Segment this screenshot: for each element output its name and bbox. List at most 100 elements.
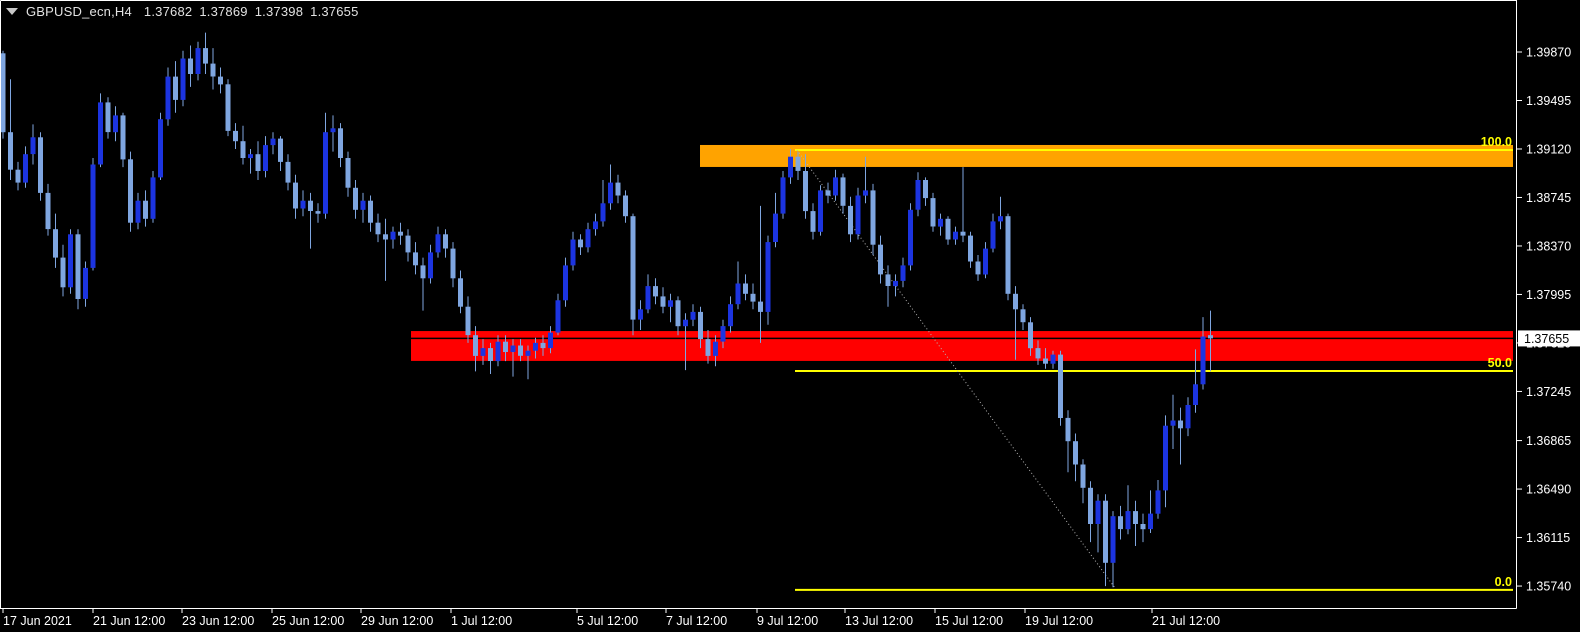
bear-candle bbox=[8, 132, 13, 170]
bull-candle bbox=[765, 242, 771, 312]
bear-candle bbox=[465, 306, 471, 336]
bull-candle bbox=[1148, 513, 1153, 530]
bear-candle bbox=[173, 76, 178, 100]
bull-candle bbox=[728, 304, 733, 327]
bear-candle bbox=[1005, 216, 1011, 294]
bull-candle bbox=[390, 231, 396, 240]
bear-candle bbox=[225, 84, 231, 131]
bear-candle bbox=[38, 137, 43, 193]
bear-candle bbox=[930, 198, 936, 227]
bear-candle bbox=[233, 130, 238, 142]
bear-candle bbox=[1020, 309, 1026, 323]
bull-candle bbox=[1185, 405, 1191, 429]
current-price-tag bbox=[1518, 330, 1580, 347]
bear-candle bbox=[578, 239, 583, 248]
bull-candle bbox=[330, 128, 336, 133]
bull-candle bbox=[908, 209, 913, 266]
bull-candle bbox=[900, 265, 906, 281]
resistance-zone[interactable] bbox=[411, 331, 1513, 361]
bear-candle bbox=[450, 248, 456, 279]
bull-candle bbox=[135, 200, 141, 223]
fib-trendline[interactable] bbox=[796, 149, 1116, 589]
bull-candle bbox=[68, 234, 73, 288]
bear-candle bbox=[653, 286, 658, 297]
time-tick-label: 19 Jul 12:00 bbox=[1025, 614, 1093, 628]
bull-candle bbox=[90, 164, 96, 268]
bear-candle bbox=[1028, 322, 1033, 349]
bear-candle bbox=[975, 261, 981, 275]
bear-candle bbox=[630, 216, 636, 320]
price-tick-label: 1.39495 bbox=[1526, 94, 1571, 108]
bear-candle bbox=[878, 244, 883, 275]
bear-candle bbox=[420, 265, 426, 279]
bear-candle bbox=[503, 341, 508, 352]
bull-candle bbox=[270, 138, 276, 146]
bear-candle bbox=[1058, 354, 1063, 418]
time-tick-label: 1 Jul 12:00 bbox=[451, 614, 512, 628]
bull-candle bbox=[735, 283, 741, 305]
bull-candle bbox=[668, 300, 673, 307]
time-tick-label: 7 Jul 12:00 bbox=[666, 614, 727, 628]
bull-candle bbox=[98, 102, 103, 165]
bear-candle bbox=[315, 211, 321, 214]
supply-zone[interactable] bbox=[700, 144, 1513, 167]
time-tick-label: 21 Jun 12:00 bbox=[93, 614, 165, 628]
bear-candle bbox=[368, 200, 373, 223]
ohlc-low: 1.37398 bbox=[254, 4, 304, 19]
bear-candle bbox=[338, 128, 343, 158]
bull-candle bbox=[1110, 516, 1116, 563]
bear-candle bbox=[128, 159, 133, 223]
price-tick-label: 1.37245 bbox=[1526, 385, 1571, 399]
bull-candle bbox=[548, 332, 553, 349]
bull-candle bbox=[248, 154, 253, 159]
bear-candle bbox=[218, 76, 223, 85]
bear-candle bbox=[675, 300, 681, 327]
bear-candle bbox=[750, 293, 756, 302]
price-tick-label: 1.36865 bbox=[1526, 434, 1571, 448]
bear-candle bbox=[75, 234, 81, 299]
symbol-dropdown-icon[interactable] bbox=[6, 8, 18, 15]
bull-candle bbox=[195, 48, 201, 74]
bear-candle bbox=[203, 48, 208, 64]
time-tick-label: 17 Jun 2021 bbox=[3, 614, 72, 628]
price-tick-label: 1.37995 bbox=[1526, 288, 1571, 302]
bear-candle bbox=[0, 53, 6, 133]
fib-label-0.0: 0.0 bbox=[1495, 575, 1512, 589]
time-tick-label: 15 Jul 12:00 bbox=[935, 614, 1003, 628]
bear-candle bbox=[923, 180, 928, 199]
bull-candle bbox=[563, 265, 568, 301]
ohlc-close: 1.37655 bbox=[310, 4, 359, 19]
bull-candle bbox=[435, 234, 441, 253]
bull-candle bbox=[1095, 500, 1101, 524]
bull-candle bbox=[1125, 511, 1131, 530]
bull-candle bbox=[953, 231, 958, 240]
bear-candle bbox=[698, 311, 703, 340]
bear-candle bbox=[848, 205, 853, 235]
bear-candle bbox=[660, 296, 666, 307]
time-tick-label: 21 Jul 12:00 bbox=[1152, 614, 1220, 628]
ohlc-high: 1.37869 bbox=[199, 4, 248, 19]
bull-candle bbox=[683, 319, 688, 327]
bear-candle bbox=[383, 234, 388, 240]
bull-candle bbox=[263, 145, 268, 171]
bear-candle bbox=[443, 234, 448, 249]
bull-candle bbox=[428, 252, 433, 279]
bull-candle bbox=[773, 213, 778, 242]
bear-candle bbox=[825, 190, 831, 196]
current-price-tag-label: 1.37655 bbox=[1524, 332, 1569, 346]
bear-candle bbox=[278, 138, 283, 162]
bear-candle bbox=[1140, 524, 1146, 530]
bull-candle bbox=[608, 182, 613, 204]
bear-candle bbox=[405, 235, 411, 253]
bull-candle bbox=[150, 177, 156, 219]
bull-candle bbox=[570, 239, 576, 266]
bear-candle bbox=[1208, 335, 1213, 339]
bull-candle bbox=[998, 216, 1003, 222]
bear-candle bbox=[758, 301, 763, 312]
bull-candle bbox=[915, 180, 921, 210]
bull-candle bbox=[1200, 336, 1206, 385]
price-tick-label: 1.39870 bbox=[1526, 46, 1571, 60]
bear-candle bbox=[518, 345, 523, 356]
bear-candle bbox=[353, 187, 358, 210]
